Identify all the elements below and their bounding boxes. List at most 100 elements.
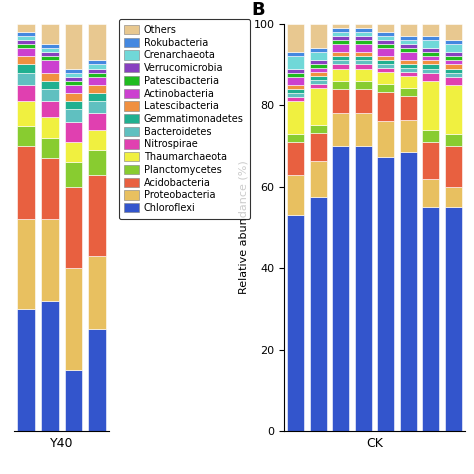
Bar [41,138,59,158]
Bar [88,77,106,85]
Bar [332,60,349,64]
Bar [41,24,59,44]
Bar [422,179,439,207]
Bar [17,85,35,101]
Bar [445,146,462,187]
Bar [445,73,462,77]
Bar [41,44,59,48]
Bar [41,219,59,301]
Bar [64,187,82,268]
Bar [310,76,327,80]
Bar [287,97,304,101]
Bar [377,40,394,44]
X-axis label: CK: CK [366,437,383,450]
Bar [287,85,304,89]
Bar [88,73,106,77]
Bar [88,174,106,256]
Bar [310,161,327,197]
Bar [88,150,106,174]
Bar [422,142,439,179]
Bar [41,101,59,118]
Y-axis label: Relative abundance (%): Relative abundance (%) [238,161,248,294]
Bar [287,77,304,85]
Bar [332,69,349,81]
Bar [88,256,106,329]
Bar [400,52,417,60]
Bar [64,85,82,93]
Bar [64,121,82,142]
Bar [287,101,304,134]
Bar [355,52,372,56]
Bar [445,85,462,134]
Bar [88,113,106,130]
Bar [445,40,462,44]
Bar [310,197,327,431]
Bar [64,73,82,77]
Bar [445,44,462,52]
Bar [422,36,439,40]
Bar [355,113,372,146]
Bar [377,32,394,36]
Bar [400,40,417,44]
Bar [400,68,417,72]
Bar [41,118,59,138]
Bar [332,146,349,431]
Bar [332,24,349,28]
Legend: Others, Rokubacteria, Crenarchaeota, Verrucomicrobia, Patescibacteria, Actinobac: Others, Rokubacteria, Crenarchaeota, Ver… [118,19,250,219]
Bar [400,44,417,48]
Bar [355,28,372,32]
Bar [88,69,106,73]
Bar [17,44,35,48]
Bar [355,40,372,44]
Bar [64,109,82,121]
Bar [445,207,462,431]
Bar [17,73,35,85]
Bar [377,120,394,157]
Bar [377,157,394,431]
Bar [445,24,462,40]
Bar [41,301,59,431]
Bar [377,24,394,32]
Bar [64,77,82,81]
Bar [310,64,327,68]
Bar [355,56,372,60]
Bar [310,72,327,76]
Bar [41,89,59,101]
Bar [287,52,304,56]
Bar [310,68,327,72]
Bar [400,88,417,96]
Bar [400,76,417,88]
Bar [17,126,35,146]
Bar [64,69,82,73]
Bar [64,24,82,69]
Bar [400,96,417,119]
Bar [400,24,417,36]
Bar [287,73,304,77]
Bar [332,81,349,89]
Bar [422,64,439,69]
Bar [64,93,82,101]
Bar [355,146,372,431]
Bar [355,81,372,89]
Bar [355,24,372,28]
Bar [287,174,304,215]
Bar [17,36,35,40]
Bar [422,73,439,81]
Bar [332,113,349,146]
Bar [41,52,59,56]
Bar [17,56,35,64]
Bar [445,134,462,146]
Bar [287,69,304,73]
Bar [355,36,372,40]
Bar [377,64,394,68]
Bar [400,152,417,431]
Bar [287,215,304,431]
Bar [17,219,35,309]
Bar [287,142,304,174]
Bar [355,64,372,69]
Bar [310,24,327,48]
Bar [41,81,59,89]
Bar [422,130,439,142]
Bar [400,48,417,52]
Bar [88,130,106,150]
